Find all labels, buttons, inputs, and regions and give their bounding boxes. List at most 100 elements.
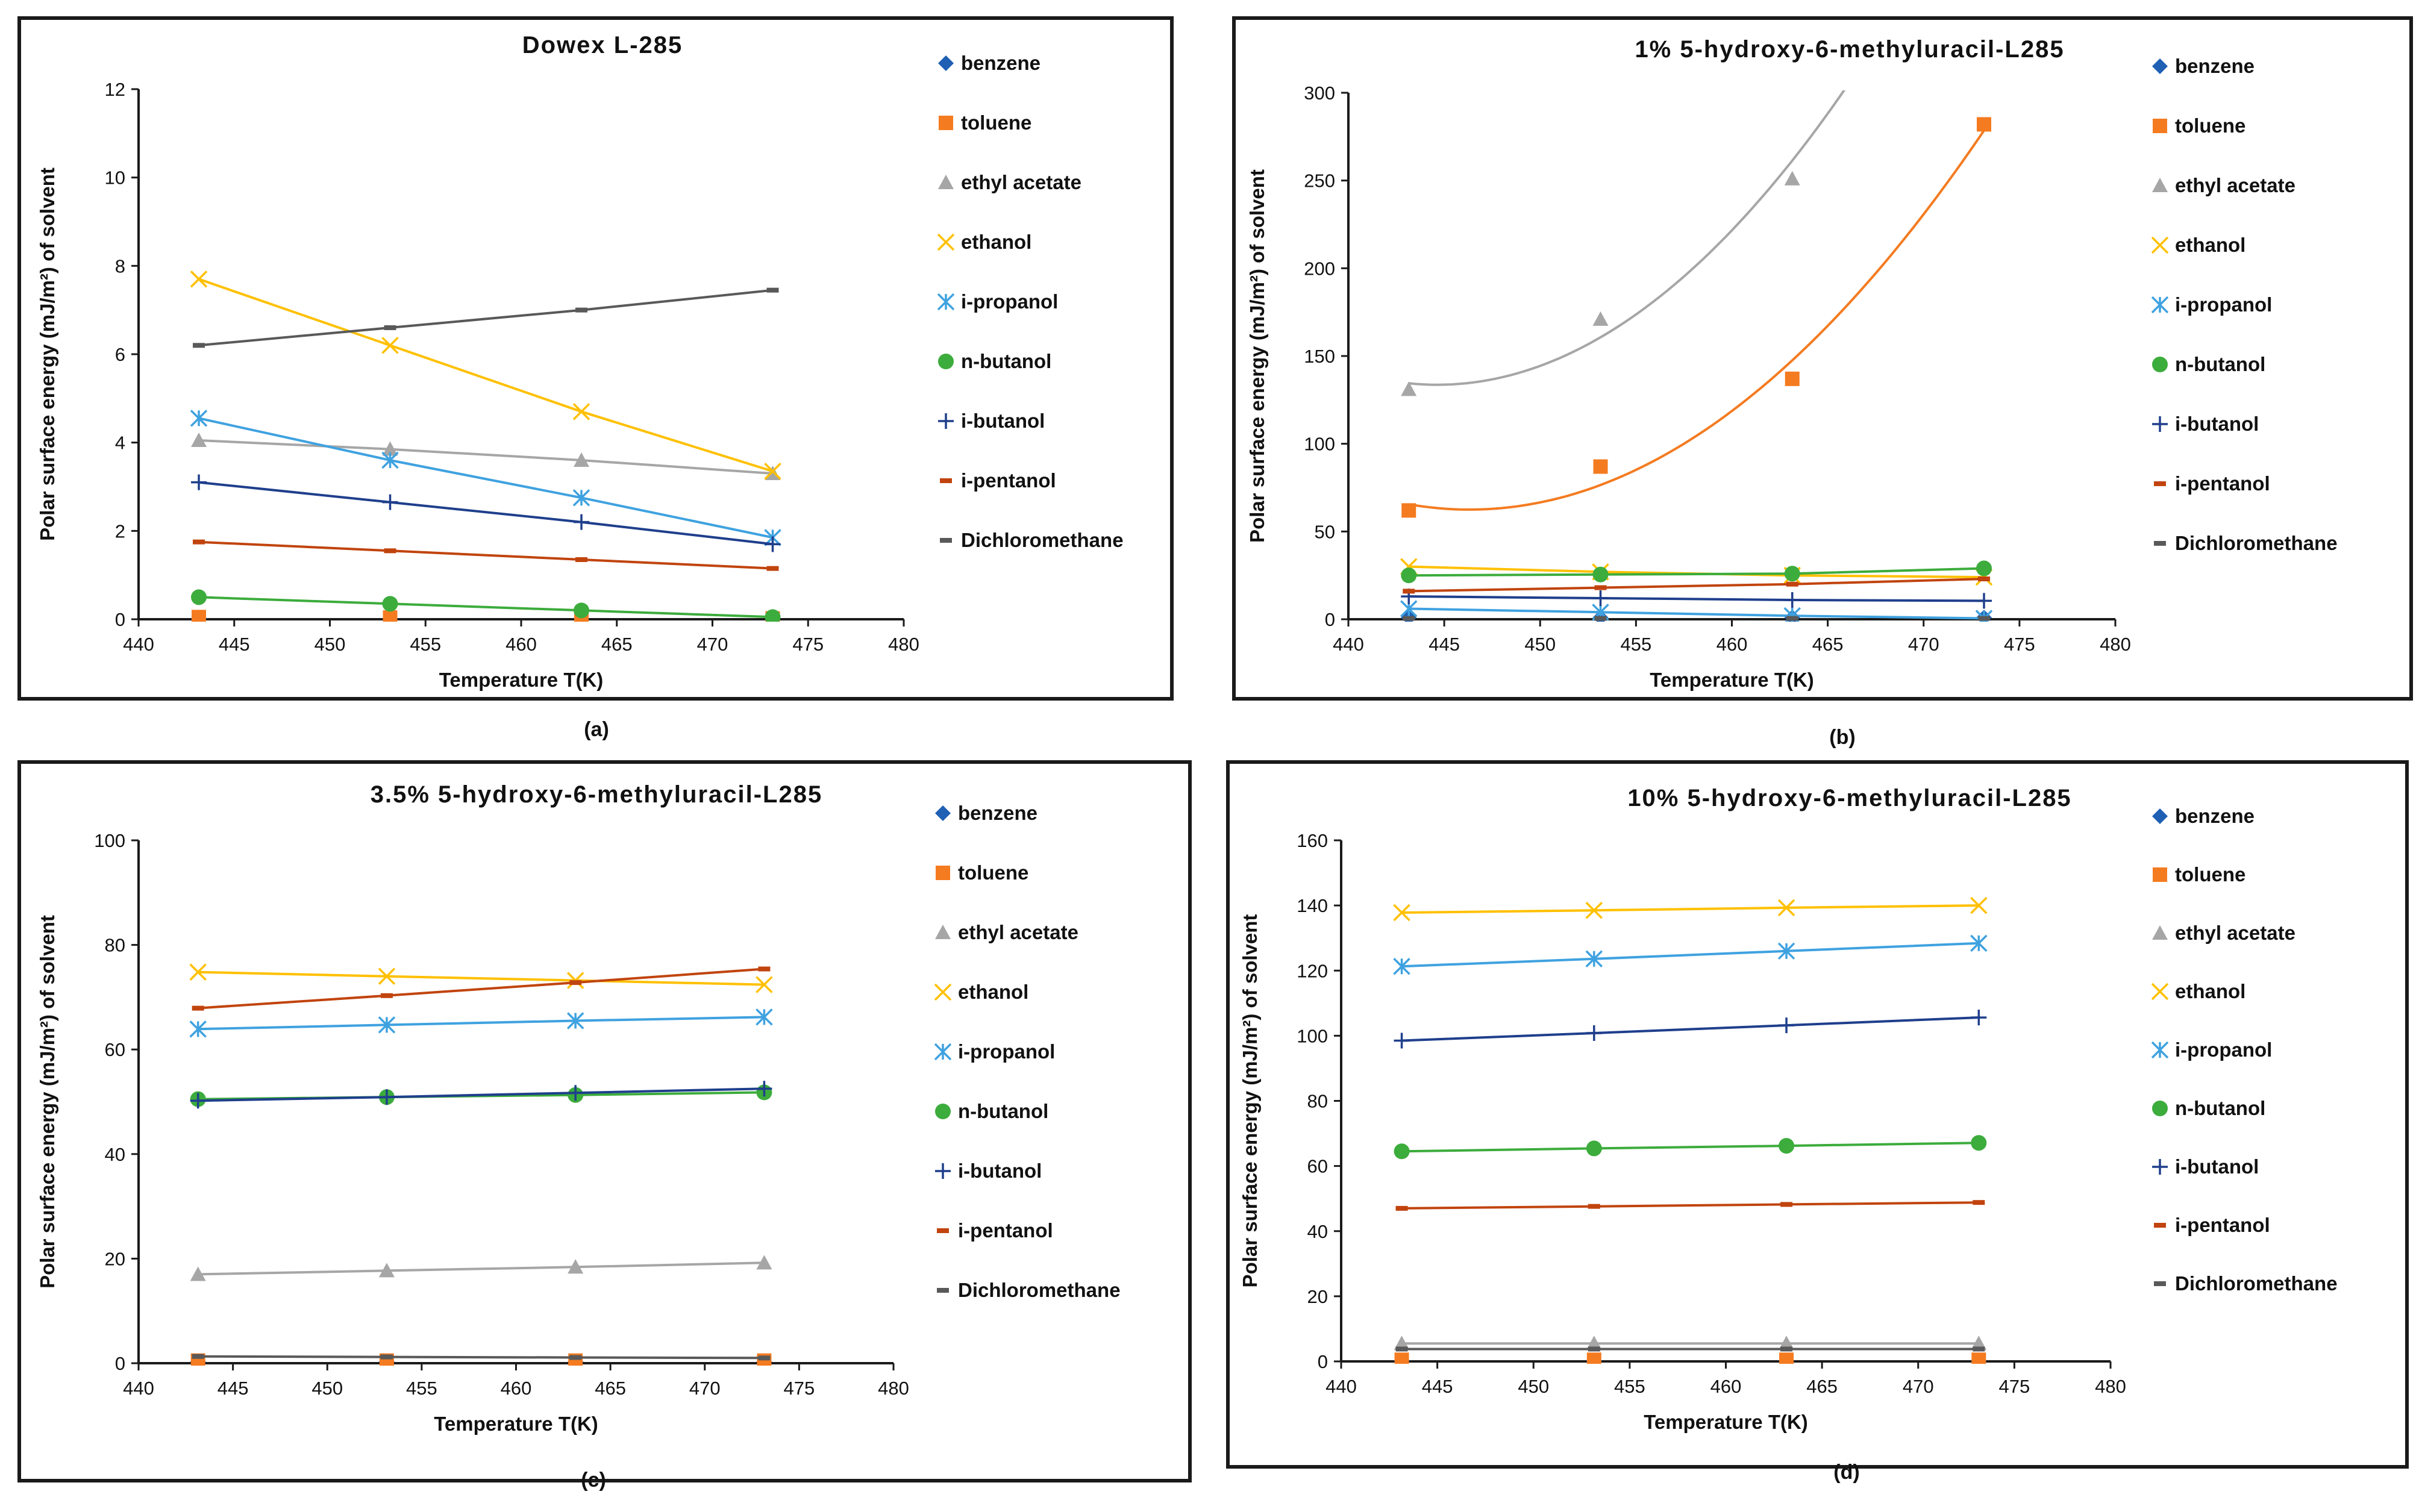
- chart-c-legend-entry: i-propanol: [934, 1040, 1055, 1063]
- chart-b-point-n-butanol: [1592, 566, 1609, 583]
- chart-b-point-i-butanol: [1592, 590, 1609, 607]
- chart-b-series-toluene: [1401, 117, 1991, 518]
- chart-c-point-ethanol: [756, 976, 773, 993]
- chart-a-point-dichloromethane: [766, 287, 779, 293]
- chart-d-legend-marker-ethyl-acetate: [2152, 925, 2168, 940]
- chart-d-legend-label: benzene: [2175, 805, 2255, 827]
- chart-c-point-ethanol: [378, 967, 396, 985]
- chart-a-y-tick-label: 0: [115, 609, 125, 630]
- chart-a-legend-label: i-butanol: [961, 410, 1045, 432]
- chart-d-x-tick-label: 470: [1903, 1376, 1934, 1397]
- chart-a-point-dichloromethane: [384, 325, 396, 330]
- chart-a-legend-label: Dichloromethane: [961, 529, 1124, 551]
- chart-c-series-i-butanol: [190, 1081, 772, 1109]
- chart-d-legend-marker-dichloromethane: [2154, 1281, 2166, 1286]
- chart-b-trendline-ethyl-acetate: [1409, 90, 1846, 386]
- chart-c-y-tick-label: 0: [115, 1353, 125, 1374]
- chart-c-legend-entry: i-pentanol: [937, 1219, 1053, 1242]
- chart-d-line-i-butanol: [1401, 1016, 1979, 1042]
- chart-d-title: 10% 5-hydroxy-6-methyluracil-L285: [1627, 785, 2071, 811]
- chart-b-point-i-pentanol: [1594, 585, 1607, 590]
- chart-b-line-n-butanol: [1409, 567, 1985, 577]
- chart-c-legend-label: benzene: [958, 802, 1037, 824]
- chart-d-legend-entry: toluene: [2153, 863, 2245, 886]
- chart-d-point-ethanol: [1777, 899, 1795, 917]
- chart-b-legend-marker-i-butanol: [2152, 416, 2168, 432]
- chart-b-legend-marker-ethyl-acetate: [2152, 178, 2168, 192]
- chart-c-y-tick-label: 100: [94, 830, 125, 851]
- chart-d-y-tick-label: 100: [1297, 1025, 1328, 1046]
- chart-a-legend-marker-i-propanol: [937, 293, 955, 311]
- chart-c-x-tick-label: 440: [123, 1378, 154, 1399]
- chart-d-y-tick-label: 120: [1297, 960, 1328, 981]
- chart-c-legend-marker-ethanol: [934, 983, 952, 1001]
- chart-d-legend-label: toluene: [2175, 863, 2245, 886]
- chart-b-legend-label: i-butanol: [2175, 413, 2259, 435]
- chart-d-point-n-butanol: [1586, 1140, 1602, 1157]
- chart-b-point-i-pentanol: [1786, 581, 1798, 587]
- chart-a-series-i-pentanol: [193, 539, 779, 571]
- chart-d-series-n-butanol: [1394, 1135, 1987, 1160]
- chart-b-legend-entry: i-propanol: [2151, 293, 2272, 316]
- chart-d-point-n-butanol: [1779, 1138, 1795, 1154]
- chart-c-x-axis-title: Temperature T(K): [434, 1413, 598, 1435]
- chart-a-point-ethanol: [764, 463, 781, 480]
- chart-c-legend-marker-i-propanol: [934, 1043, 952, 1061]
- chart-b-y-tick-label: 200: [1304, 258, 1335, 279]
- chart-d: 10% 5-hydroxy-6-methyluracil-L285 0 20 40 60…: [1226, 760, 2409, 1469]
- chart-d-x-tick-label: 480: [2095, 1376, 2126, 1397]
- chart-b-plot-area: [1400, 90, 1993, 622]
- chart-c-legend-label: i-pentanol: [958, 1219, 1053, 1242]
- chart-a-frame: [17, 16, 1174, 701]
- chart-d-point-dichloromethane: [1780, 1346, 1793, 1352]
- chart-a-legend-marker-i-butanol: [938, 413, 954, 429]
- chart-c-point-i-pentanol: [758, 966, 771, 972]
- chart-a-point-ethanol: [381, 337, 399, 354]
- chart-b-caption: (b): [1829, 726, 1855, 749]
- chart-b-legend-entry: ethanol: [2151, 234, 2245, 256]
- chart-b-y-tick-label: 50: [1315, 521, 1335, 542]
- chart-a-point-i-pentanol: [193, 539, 205, 545]
- chart-a-series-i-butanol: [191, 474, 781, 552]
- chart-a-y-tick-label: 4: [115, 433, 125, 454]
- chart-a-point-i-pentanol: [575, 557, 588, 562]
- chart-c-legend-marker-n-butanol: [935, 1104, 951, 1119]
- chart-b-legend-marker-dichloromethane: [2154, 541, 2166, 546]
- chart-a-point-n-butanol: [765, 609, 781, 622]
- chart-d-caption: (d): [1833, 1461, 1859, 1484]
- chart-b-series-dichloromethane: [1403, 616, 1990, 621]
- chart-a-legend-marker-ethanol: [937, 233, 955, 251]
- chart-c-point-ethyl-acetate: [568, 1259, 584, 1274]
- chart-c-legend-label: ethyl acetate: [958, 921, 1078, 943]
- chart-b-point-toluene: [1976, 117, 1991, 132]
- chart-c-y-tick-label: 20: [105, 1248, 125, 1269]
- chart-d-y-tick-label: 80: [1307, 1091, 1328, 1112]
- chart-c-legend-entry: benzene: [935, 802, 1037, 824]
- chart-d-point-ethanol: [1970, 896, 1988, 914]
- chart-b-y-tick-label: 150: [1304, 346, 1335, 367]
- chart-a-title: Dowex L-285: [522, 32, 683, 58]
- chart-a-x-tick-label: 470: [697, 634, 728, 655]
- chart-d-legend-label: n-butanol: [2175, 1097, 2265, 1119]
- chart-a-series-ethanol: [190, 270, 781, 480]
- chart-d-legend-entry: Dichloromethane: [2154, 1272, 2338, 1295]
- chart-d-legend-marker-benzene: [2152, 808, 2168, 824]
- chart-b-legend-marker-i-propanol: [2151, 296, 2169, 314]
- chart-b-legend-label: i-propanol: [2175, 293, 2272, 316]
- chart-a-legend-entry: n-butanol: [938, 350, 1051, 372]
- chart-a-point-dichloromethane: [575, 307, 588, 313]
- chart-a-x-tick-label: 450: [315, 634, 346, 655]
- chart-c-y-tick-label: 40: [105, 1144, 125, 1165]
- chart-a-point-n-butanol: [382, 596, 398, 612]
- chart-c-point-i-propanol: [378, 1016, 396, 1034]
- chart-d-point-dichloromethane: [1973, 1346, 1985, 1352]
- chart-d-legend-entry: ethanol: [2151, 980, 2245, 1002]
- chart-a-line-n-butanol: [198, 596, 773, 619]
- chart-c-series-dichloromethane: [192, 1354, 771, 1361]
- chart-c-legend-marker-toluene: [936, 866, 950, 880]
- chart-d-x-tick-label: 460: [1710, 1376, 1742, 1397]
- chart-d-line-i-pentanol: [1401, 1201, 1979, 1210]
- chart-b-point-ethyl-acetate: [1401, 381, 1417, 396]
- chart-c-point-i-propanol: [756, 1008, 773, 1026]
- chart-c-point-ethanol: [189, 963, 207, 981]
